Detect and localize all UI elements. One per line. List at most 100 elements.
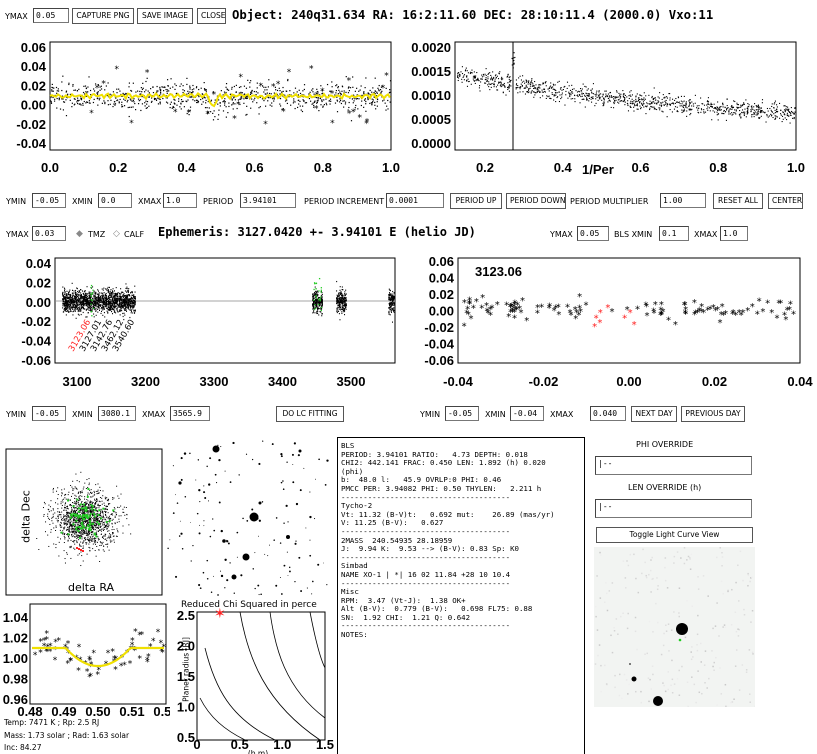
lc-point <box>349 87 352 89</box>
ymax-input[interactable]: 0.05 <box>33 8 69 23</box>
pg-point <box>561 92 563 94</box>
ts-point <box>316 290 318 292</box>
lc-outlier: * <box>95 84 100 94</box>
reset-all-button[interactable]: RESET ALL <box>713 193 763 209</box>
pg-point <box>628 97 630 100</box>
period-up-button[interactable]: PERIOD UP <box>450 193 502 209</box>
period-multiplier-input[interactable]: 1.00 <box>660 193 706 208</box>
ts-point <box>120 299 122 301</box>
lc-point <box>319 97 322 100</box>
bls-xmax-input[interactable]: 1.0 <box>720 226 748 241</box>
zoom-point: * <box>592 322 597 333</box>
ymin2-input[interactable]: -0.05 <box>32 406 66 421</box>
pg-point <box>641 95 643 97</box>
ts-point <box>89 299 91 301</box>
periodogram-xlabel: 1/Per <box>582 162 614 177</box>
period-increment-input[interactable]: 0.0001 <box>386 193 444 208</box>
ts-point <box>339 303 341 306</box>
centroid-point <box>83 509 85 511</box>
ts-point <box>112 308 114 310</box>
calf-radio-icon[interactable]: ◇ <box>113 229 120 239</box>
save-image-button[interactable]: SAVE IMAGE <box>137 8 193 24</box>
ts-point <box>66 296 68 298</box>
lc-point <box>85 102 87 104</box>
pg-point <box>643 103 645 105</box>
pg-point <box>683 108 685 110</box>
lc-point <box>336 100 339 102</box>
pg-point <box>708 107 710 109</box>
pg-point <box>459 75 461 77</box>
do-lc-fitting-button[interactable]: DO LC FITTING <box>276 406 344 422</box>
ts-point <box>91 302 93 304</box>
pg-point <box>507 82 509 84</box>
tmz-radio-icon[interactable]: ◆ <box>76 229 83 239</box>
ymin3-input[interactable]: -0.05 <box>445 406 479 421</box>
lc-point <box>160 89 162 91</box>
xmax-input[interactable]: 1.0 <box>163 193 197 208</box>
ts-point <box>133 309 135 311</box>
centroid-point <box>77 519 79 521</box>
x-tick-label: 0.8 <box>314 160 332 175</box>
ts-point <box>338 313 340 315</box>
ts-point <box>98 298 100 300</box>
ts-point <box>113 300 115 302</box>
centroid-point <box>55 526 57 528</box>
ts-point <box>73 306 75 308</box>
ymin-input[interactable]: -0.05 <box>32 193 66 208</box>
previous-day-button[interactable]: PREVIOUS DAY <box>681 406 745 422</box>
ts-point <box>80 303 82 305</box>
close-button[interactable]: CLOSE <box>197 8 226 24</box>
pg-point <box>497 78 500 80</box>
ymax3-input[interactable]: 0.05 <box>577 226 609 241</box>
lc-point <box>148 96 150 98</box>
ymax2-label: YMAX <box>6 230 29 239</box>
zoom-point: * <box>512 313 517 324</box>
ts-point <box>127 302 129 304</box>
centroid-point <box>97 483 99 485</box>
xmax3-input[interactable]: 0.040 <box>590 406 626 421</box>
zoom-point: * <box>467 296 472 307</box>
pg-point <box>739 113 741 115</box>
lc-point <box>361 100 363 102</box>
ts-point <box>85 296 87 299</box>
ts-point <box>114 300 116 302</box>
pg-point <box>504 86 506 88</box>
ts-point <box>74 297 76 299</box>
ymax2-input[interactable]: 0.03 <box>32 226 66 241</box>
period-input[interactable]: 3.94101 <box>240 193 296 208</box>
ts-point <box>318 307 320 310</box>
center-button[interactable]: CENTER <box>768 193 803 209</box>
bls-xmin-input[interactable]: 0.1 <box>659 226 689 241</box>
ts-point <box>390 309 392 311</box>
ts-point <box>84 297 86 299</box>
zoom-point: * <box>471 303 476 314</box>
pg-point <box>611 96 613 98</box>
ts-point <box>392 296 394 298</box>
ts-point <box>134 304 136 306</box>
ts-point <box>63 297 65 299</box>
pg-point <box>554 95 556 97</box>
ts-point <box>81 306 83 308</box>
ts-point <box>109 309 111 311</box>
xmax2-input[interactable]: 3565.9 <box>170 406 210 421</box>
lc-point <box>238 86 241 89</box>
pg-point <box>590 96 592 98</box>
period-down-button[interactable]: PERIOD DOWN <box>506 193 566 209</box>
centroid-point <box>86 479 88 481</box>
capture-png-button[interactable]: CAPTURE PNG <box>72 8 134 24</box>
pg-point <box>734 109 736 111</box>
xmin2-input[interactable]: 3080.1 <box>98 406 136 421</box>
pg-point <box>743 114 745 117</box>
ts-point <box>94 295 96 297</box>
pg-point <box>788 115 790 117</box>
ts-point <box>110 289 112 291</box>
ts-point <box>337 300 339 303</box>
xmin3-input[interactable]: -0.04 <box>510 406 544 421</box>
lc-point <box>317 100 319 102</box>
xmin-input[interactable]: 0.0 <box>98 193 132 208</box>
ts-point <box>115 312 117 314</box>
lc-point <box>93 88 95 90</box>
pg-point <box>719 106 721 108</box>
pg-point <box>620 100 622 102</box>
next-day-button[interactable]: NEXT DAY <box>631 406 677 422</box>
